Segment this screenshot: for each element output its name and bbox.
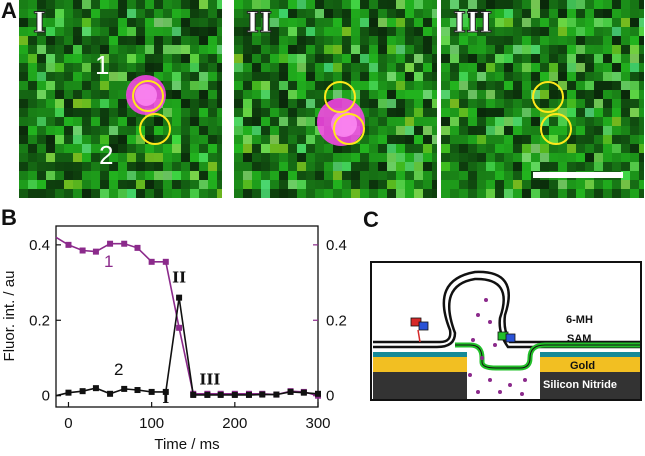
- data-point: [79, 247, 86, 254]
- data-point: [315, 390, 321, 397]
- nitride-left: [373, 372, 467, 399]
- x-tick-label: 300: [305, 415, 330, 432]
- panel-label-b: B: [1, 205, 17, 230]
- y-axis-label: Fluor. int. / au: [1, 271, 18, 362]
- gold-right: [540, 357, 640, 372]
- data-point: [287, 388, 294, 395]
- y-tick-label-right: 0: [326, 388, 334, 405]
- tethered-membrane: [455, 342, 640, 371]
- scale-bar: [533, 172, 623, 178]
- data-point: [148, 388, 155, 395]
- data-point: [217, 390, 224, 397]
- label-silicon-nitride: Silicon Nitride: [543, 379, 617, 391]
- data-point: [121, 240, 128, 247]
- data-point: [162, 388, 169, 395]
- series-line-2: [55, 297, 319, 397]
- data-point: [176, 294, 183, 301]
- annotation-label: I: [162, 389, 169, 407]
- x-tick-label: 0: [64, 415, 72, 432]
- micrograph-frame-3-image: [441, 0, 644, 198]
- data-point: [259, 390, 266, 397]
- label-gold: Gold: [570, 360, 595, 372]
- fluorescent-spot-core: [331, 111, 357, 137]
- micrograph-frame-1: I 1 2: [19, 0, 222, 198]
- data-point: [92, 385, 99, 392]
- data-point: [134, 387, 141, 394]
- y-tick-label-right: 0.2: [326, 312, 347, 329]
- marker-circle-1: [324, 81, 356, 113]
- data-point: [245, 390, 252, 397]
- data-point: [231, 391, 238, 398]
- y-tick-label-left: 0.2: [29, 312, 50, 329]
- data-point: [273, 391, 280, 398]
- spot-2-label: 2: [99, 140, 114, 170]
- data-point: [65, 241, 72, 248]
- data-point: [148, 258, 155, 265]
- marker-circle-2: [333, 113, 365, 145]
- data-point: [176, 324, 183, 331]
- linker-molecule-left: [410, 317, 429, 343]
- marker-circle-2: [540, 113, 572, 145]
- data-point: [121, 385, 128, 392]
- marker-circle-2: [139, 113, 171, 145]
- tethered-membrane-outline: [455, 344, 640, 369]
- data-point: [259, 391, 266, 398]
- linker-molecule-right: [497, 331, 516, 343]
- data-point: [134, 244, 141, 251]
- spot-1-label: 1: [95, 50, 110, 80]
- data-point: [245, 391, 252, 398]
- data-point: [65, 389, 72, 396]
- frame-label: I: [32, 6, 47, 40]
- marker-circle-1: [132, 80, 164, 112]
- series-line-1: [55, 236, 319, 397]
- bilayer-inner: [373, 277, 640, 349]
- panel-label-c: C: [363, 207, 379, 232]
- micrograph-frame-2-image: [234, 0, 437, 198]
- annotation-label: III: [199, 370, 220, 388]
- data-point: [204, 391, 211, 398]
- fluorescent-spot-core: [135, 84, 157, 106]
- micrograph-frame-1-image: [19, 0, 222, 198]
- data-point: [107, 390, 114, 397]
- data-point: [190, 391, 197, 398]
- data-point: [300, 389, 307, 396]
- plot-frame: [55, 225, 319, 408]
- teal-left: [373, 352, 467, 357]
- data-point: [190, 390, 197, 397]
- bilayer-outer: [373, 270, 640, 344]
- x-axis-label: Time / ms: [154, 436, 219, 453]
- data-point: [287, 388, 294, 395]
- fluorescent-particles: [468, 298, 527, 396]
- marker-circle-1: [532, 81, 564, 113]
- frame-label: III: [452, 6, 493, 40]
- data-point: [231, 390, 238, 397]
- data-point: [315, 392, 321, 399]
- data-point: [204, 390, 211, 397]
- y-tick-label-right: 0.4: [326, 237, 347, 254]
- data-point: [107, 240, 114, 247]
- gold-left: [373, 357, 467, 372]
- data-point: [217, 391, 224, 398]
- data-point: [162, 258, 169, 265]
- x-tick-label: 100: [139, 415, 164, 432]
- series-label-2: 2: [114, 360, 123, 379]
- panel-label-a: A: [1, 0, 17, 23]
- data-point: [273, 391, 280, 398]
- y-tick-label-left: 0.4: [29, 237, 50, 254]
- y-tick-label-left: 0: [42, 388, 50, 405]
- diagram-frame: [370, 261, 642, 401]
- data-point: [92, 248, 99, 255]
- label-6mh: 6-MH: [566, 314, 593, 326]
- teal-right: [540, 352, 640, 357]
- nitride-right: [540, 372, 640, 399]
- micrograph-frame-3: III: [441, 0, 644, 198]
- annotation-label: II: [172, 269, 186, 287]
- micrograph-frame-2: II: [234, 0, 437, 198]
- data-point: [79, 388, 86, 395]
- series-label-1: 1: [104, 252, 113, 271]
- data-point: [300, 388, 307, 395]
- frame-label: II: [245, 6, 273, 40]
- label-sam: SAM: [567, 333, 591, 345]
- x-tick-label: 200: [222, 415, 247, 432]
